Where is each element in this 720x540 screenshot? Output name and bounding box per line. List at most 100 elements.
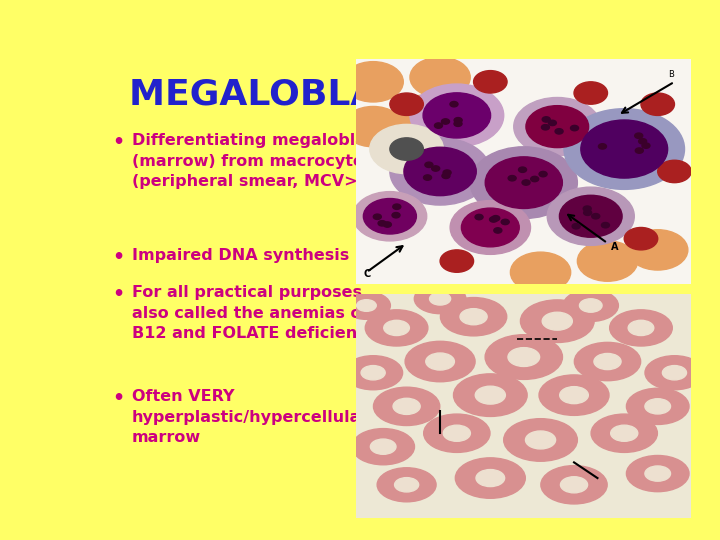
Circle shape: [393, 95, 454, 136]
Circle shape: [563, 120, 571, 126]
Text: •: •: [112, 389, 125, 408]
Circle shape: [446, 105, 454, 111]
Ellipse shape: [645, 466, 670, 481]
Text: For all practical purposes,
also called the anemias of
B12 and FOLATE deficiency: For all practical purposes, also called …: [132, 285, 377, 341]
Ellipse shape: [541, 465, 607, 504]
Text: C: C: [363, 269, 370, 279]
Circle shape: [450, 122, 458, 127]
Circle shape: [526, 173, 534, 178]
Text: B: B: [667, 70, 674, 79]
Circle shape: [641, 93, 675, 116]
Text: Differentiating megaloblasts
(marrow) from macrocytes
(peripheral smear, MCV>94): Differentiating megaloblasts (marrow) fr…: [132, 133, 392, 189]
Circle shape: [636, 144, 644, 149]
Circle shape: [599, 207, 608, 213]
Circle shape: [469, 110, 477, 115]
Circle shape: [601, 210, 609, 215]
Circle shape: [570, 217, 578, 222]
Ellipse shape: [374, 387, 440, 426]
Ellipse shape: [377, 468, 436, 502]
Circle shape: [390, 138, 423, 160]
Circle shape: [440, 250, 474, 272]
Circle shape: [388, 220, 397, 226]
Ellipse shape: [426, 353, 454, 370]
Circle shape: [353, 192, 427, 241]
Ellipse shape: [626, 388, 689, 424]
Circle shape: [624, 227, 658, 250]
Circle shape: [628, 154, 636, 160]
Ellipse shape: [559, 387, 588, 404]
Circle shape: [518, 173, 526, 178]
Ellipse shape: [485, 335, 562, 380]
Circle shape: [577, 241, 638, 281]
Circle shape: [470, 147, 577, 219]
Circle shape: [496, 231, 504, 236]
Circle shape: [481, 235, 489, 240]
Circle shape: [444, 103, 452, 109]
Circle shape: [533, 171, 541, 177]
Circle shape: [574, 82, 608, 104]
Circle shape: [364, 199, 416, 234]
Ellipse shape: [441, 298, 507, 336]
Circle shape: [377, 212, 385, 218]
Circle shape: [446, 180, 454, 186]
Ellipse shape: [645, 399, 670, 414]
Circle shape: [546, 124, 554, 130]
Text: Often VERY
hyperplastic/hypercellular
marrow: Often VERY hyperplastic/hypercellular ma…: [132, 389, 369, 445]
Circle shape: [343, 106, 403, 147]
Ellipse shape: [475, 386, 505, 404]
Circle shape: [544, 116, 552, 121]
Ellipse shape: [460, 309, 487, 325]
Circle shape: [547, 187, 634, 245]
Circle shape: [410, 84, 504, 147]
Circle shape: [451, 161, 459, 166]
Ellipse shape: [343, 356, 402, 390]
Ellipse shape: [352, 429, 415, 465]
Ellipse shape: [645, 356, 704, 390]
Circle shape: [581, 120, 667, 178]
Circle shape: [485, 157, 562, 208]
Ellipse shape: [430, 293, 451, 305]
Text: •: •: [112, 285, 125, 304]
Ellipse shape: [356, 300, 377, 312]
Ellipse shape: [611, 425, 638, 441]
Circle shape: [404, 147, 476, 195]
Ellipse shape: [594, 354, 621, 369]
Circle shape: [419, 168, 427, 174]
Ellipse shape: [539, 375, 609, 415]
Ellipse shape: [476, 470, 505, 487]
Circle shape: [544, 133, 552, 138]
Ellipse shape: [370, 439, 396, 454]
Ellipse shape: [361, 366, 385, 380]
Ellipse shape: [662, 366, 686, 380]
Ellipse shape: [563, 289, 618, 321]
Ellipse shape: [575, 342, 641, 381]
Ellipse shape: [580, 299, 602, 312]
Circle shape: [559, 195, 622, 237]
Circle shape: [390, 93, 423, 116]
Circle shape: [454, 160, 462, 165]
Ellipse shape: [454, 374, 527, 416]
Circle shape: [462, 208, 519, 247]
Circle shape: [526, 106, 589, 147]
Circle shape: [657, 160, 691, 183]
Ellipse shape: [414, 284, 466, 314]
Circle shape: [410, 57, 470, 98]
Circle shape: [573, 224, 581, 230]
Ellipse shape: [384, 320, 410, 335]
Text: •: •: [112, 248, 125, 267]
Circle shape: [373, 218, 381, 223]
Circle shape: [343, 62, 403, 102]
Circle shape: [564, 109, 685, 190]
Ellipse shape: [395, 477, 418, 492]
Circle shape: [452, 121, 460, 126]
Circle shape: [390, 138, 490, 205]
Circle shape: [628, 230, 688, 270]
Ellipse shape: [542, 312, 572, 330]
Ellipse shape: [508, 348, 539, 367]
Circle shape: [380, 222, 388, 228]
Ellipse shape: [444, 425, 470, 441]
Ellipse shape: [628, 320, 654, 335]
Circle shape: [510, 252, 571, 293]
Circle shape: [602, 212, 610, 218]
Text: •: •: [112, 133, 125, 152]
